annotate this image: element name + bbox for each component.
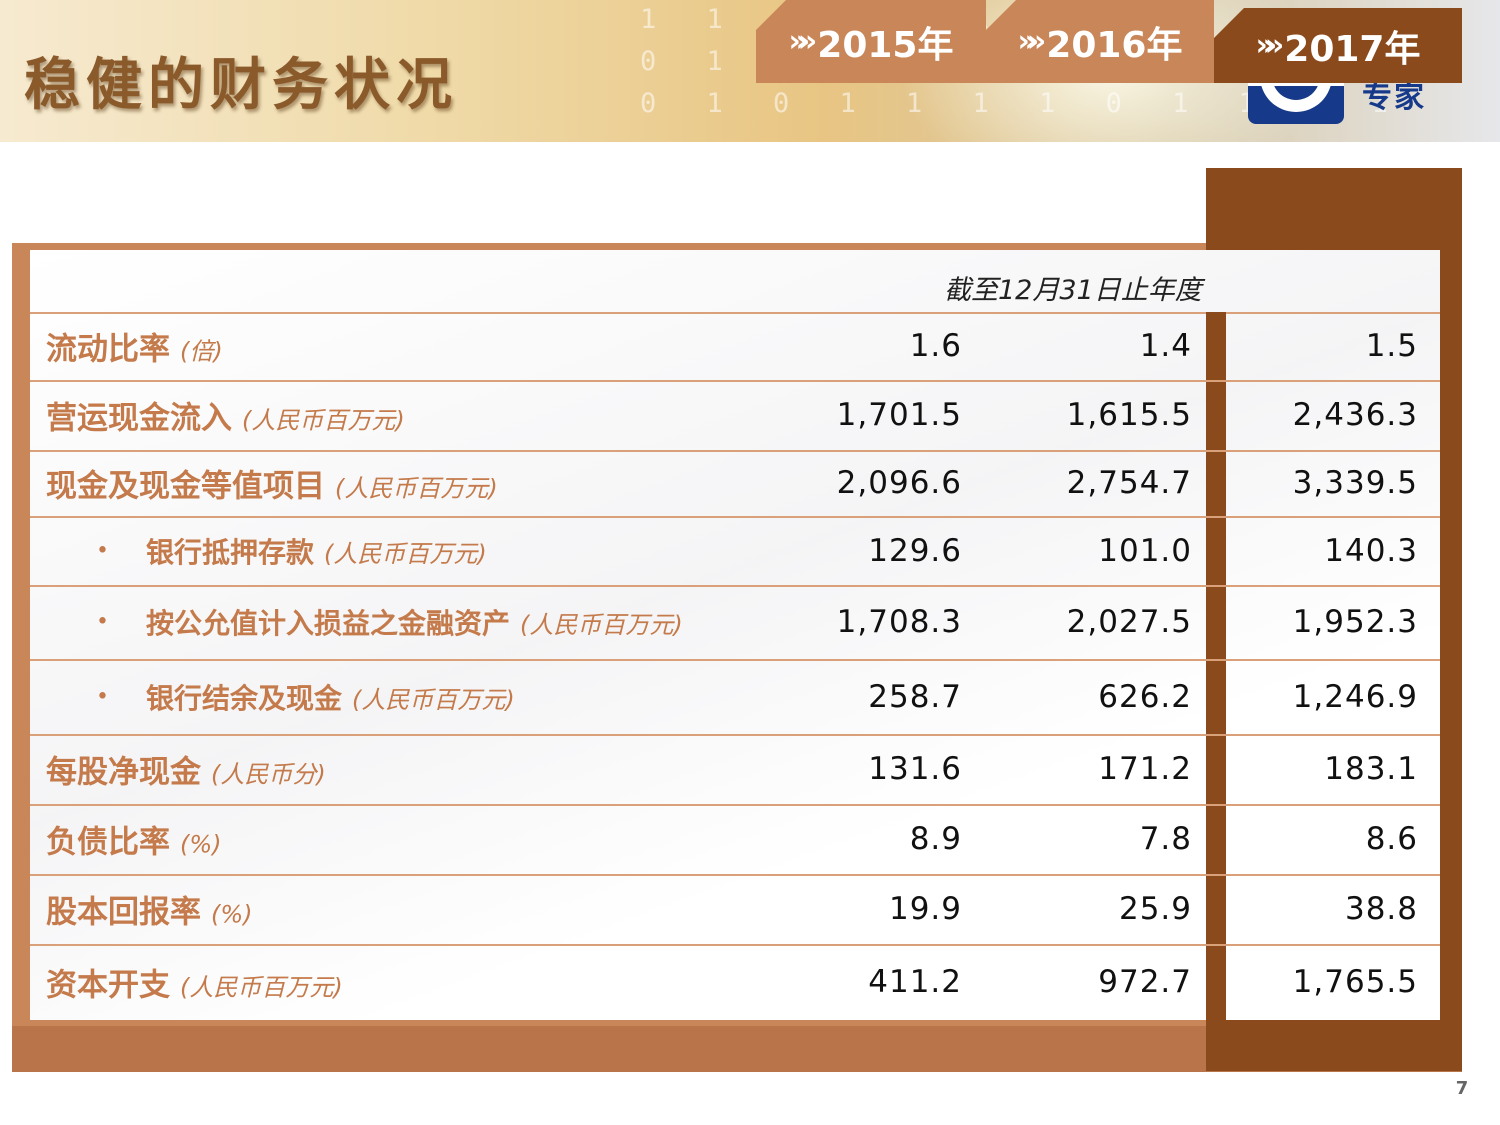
page-number: 7 xyxy=(1455,1078,1469,1099)
value-cell-2015: 8.9 xyxy=(909,821,962,857)
period-header: 截至12月31日止年度 xyxy=(30,250,1440,314)
row-unit: (人民币百万元) xyxy=(335,474,498,503)
row-unit: (人民币百万元) xyxy=(242,406,405,435)
value-cell-2017: 140.3 xyxy=(1324,532,1418,569)
year-tab-2015: »» 2015年 xyxy=(756,0,986,83)
value-cell-2015: 129.6 xyxy=(868,532,962,569)
table-row: • 银行结余及现金 (人民币百万元) 258.7 626.2 1,246.9 xyxy=(30,659,1440,736)
value-cell-2016: 2,754.7 xyxy=(1066,465,1192,501)
row-label: 每股净现金 (人民币分) xyxy=(46,747,326,792)
value-cell-2017: 1.5 xyxy=(1365,328,1418,364)
value-cell-2017: 8.6 xyxy=(1365,821,1418,857)
value-cell-2015: 19.9 xyxy=(888,891,962,927)
row-unit: (人民币分) xyxy=(211,760,326,789)
row-label-text: 资本开支 xyxy=(46,967,170,1004)
page-title: 稳健的财务状况 xyxy=(24,53,458,118)
value-cell-2016: 2,027.5 xyxy=(1066,604,1192,640)
column-separator xyxy=(1206,312,1226,1020)
value-cell-2016: 7.8 xyxy=(1139,821,1192,857)
row-label-text: 负债比率 xyxy=(46,824,170,861)
row-label: 银行抵押存款 (人民币百万元) xyxy=(146,531,487,571)
chevron-right-icon: »» xyxy=(1255,28,1285,63)
chevron-right-icon: »» xyxy=(1017,24,1047,59)
chevron-right-icon: »» xyxy=(788,24,818,59)
row-label-text: 现金及现金等值项目 xyxy=(46,468,325,505)
value-cell-2017: 1,765.5 xyxy=(1292,964,1418,1000)
row-label: 流动比率 (倍) xyxy=(46,324,223,369)
row-label-text: 银行结余及现金 xyxy=(146,681,343,715)
row-unit: (人民币百万元) xyxy=(352,685,515,714)
value-cell-2017: 1,246.9 xyxy=(1292,678,1418,715)
value-cell-2016: 171.2 xyxy=(1098,751,1192,787)
row-label: 资本开支 (人民币百万元) xyxy=(46,960,343,1005)
value-cell-2017: 183.1 xyxy=(1324,751,1418,787)
table-row: 现金及现金等值项目 (人民币百万元) 2,096.6 2,754.7 3,339.5 xyxy=(30,450,1440,518)
row-unit: (%) xyxy=(180,830,222,859)
value-cell-2015: 2,096.6 xyxy=(836,465,962,501)
bullet-icon: • xyxy=(96,684,109,709)
row-label-text: 银行抵押存款 xyxy=(146,535,315,569)
value-cell-2015: 1,701.5 xyxy=(836,397,962,433)
value-cell-2015: 411.2 xyxy=(868,964,962,1000)
row-label: 按公允值计入损益之金融资产 (人民币百万元) xyxy=(146,602,683,642)
year-tab-label: 2015年 xyxy=(817,24,954,66)
table-row: 负债比率 (%) 8.9 7.8 8.6 xyxy=(30,804,1440,876)
table-row: • 按公允值计入损益之金融资产 (人民币百万元) 1,708.3 2,027.5 1,95… xyxy=(30,585,1440,661)
value-cell-2016: 25.9 xyxy=(1118,891,1192,927)
table-row: 流动比率 (倍) 1.6 1.4 1.5 xyxy=(30,312,1440,382)
value-cell-2015: 1.6 xyxy=(909,328,962,364)
row-unit: (人民币百万元) xyxy=(180,973,343,1002)
value-cell-2017: 2,436.3 xyxy=(1292,397,1418,433)
row-unit: (%) xyxy=(211,900,253,929)
row-unit: (人民币百万元) xyxy=(520,611,683,639)
table-row: 营运现金流入 (人民币百万元) 1,701.5 1,615.5 2,436.3 xyxy=(30,380,1440,452)
year-tab-2017: »» 2017年 xyxy=(1214,8,1462,83)
value-cell-2017: 1,952.3 xyxy=(1292,604,1418,640)
value-cell-2016: 1,615.5 xyxy=(1066,397,1192,433)
bullet-icon: • xyxy=(96,609,109,635)
year-tab-2016: »» 2016年 xyxy=(986,0,1214,83)
row-label-text: 按公允值计入损益之金融资产 xyxy=(146,607,511,640)
table-row: • 银行抵押存款 (人民币百万元) 129.6 101.0 140.3 xyxy=(30,516,1440,587)
row-label-text: 营运现金流入 xyxy=(46,400,232,437)
row-unit: (人民币百万元) xyxy=(324,539,487,568)
period-label: 截至12月31日止年度 xyxy=(944,275,1202,306)
bullet-icon: • xyxy=(96,538,109,563)
value-cell-2016: 626.2 xyxy=(1098,678,1192,715)
value-cell-2016: 101.0 xyxy=(1098,532,1192,569)
table-row: 股本回报率 (%) 19.9 25.9 38.8 xyxy=(30,874,1440,946)
row-label-text: 股本回报率 xyxy=(46,894,201,931)
row-unit: (倍) xyxy=(180,337,223,366)
row-label-text: 每股净现金 xyxy=(46,754,201,791)
value-cell-2017: 3,339.5 xyxy=(1292,465,1418,501)
value-cell-2016: 972.7 xyxy=(1098,964,1192,1000)
financial-table: 截至12月31日止年度 流动比率 (倍) 1.6 1.4 1.5 营运现金流入 (人民币百万… xyxy=(30,250,1440,1020)
row-label: 股本回报率 (%) xyxy=(46,887,253,932)
value-cell-2015: 131.6 xyxy=(868,751,962,787)
table-row: 资本开支 (人民币百万元) 411.2 972.7 1,765.5 xyxy=(30,944,1440,1020)
row-label: 营运现金流入 (人民币百万元) xyxy=(46,393,405,438)
year-tab-label: 2017年 xyxy=(1284,28,1421,70)
row-label: 现金及现金等值项目 (人民币百万元) xyxy=(46,461,498,506)
year-tab-label: 2016年 xyxy=(1046,24,1183,66)
table-row: 每股净现金 (人民币分) 131.6 171.2 183.1 xyxy=(30,734,1440,806)
row-label: 负债比率 (%) xyxy=(46,817,222,862)
value-cell-2015: 258.7 xyxy=(868,678,962,715)
row-label-text: 流动比率 xyxy=(46,331,170,368)
value-cell-2016: 1.4 xyxy=(1139,328,1192,364)
value-cell-2017: 38.8 xyxy=(1344,891,1418,927)
logo-text-line: 专家 xyxy=(1362,80,1426,115)
value-cell-2015: 1,708.3 xyxy=(836,604,962,640)
row-label: 银行结余及现金 (人民币百万元) xyxy=(146,677,515,717)
